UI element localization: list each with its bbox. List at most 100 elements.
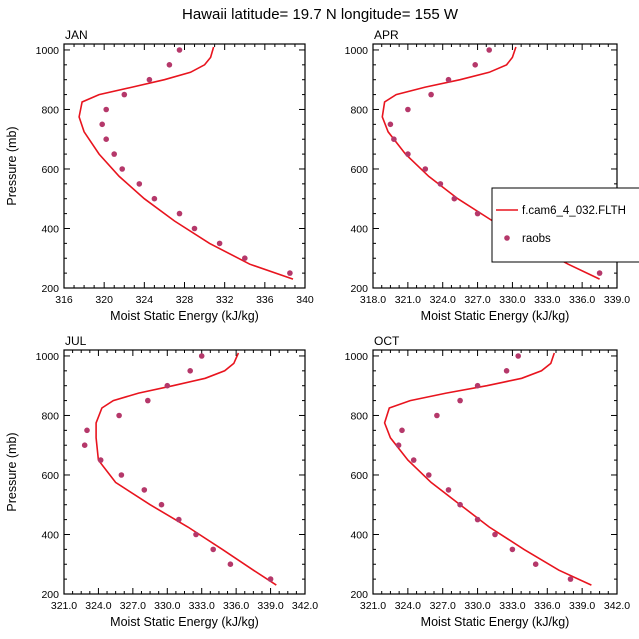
- raobs-point: [509, 546, 516, 553]
- panel-title: JUL: [65, 334, 87, 348]
- x-tick-label: 316: [55, 294, 73, 306]
- x-tick-label: 340: [296, 294, 314, 306]
- x-tick-label: 324.0: [85, 600, 111, 612]
- raobs-point: [532, 561, 539, 567]
- panels: JAN 316 320 324 328 332 336 340 200 400 600 800 1000…: [5, 28, 630, 629]
- raobs-point: [399, 427, 405, 434]
- raobs-point: [81, 442, 88, 449]
- y-tick-label: 600: [41, 164, 59, 176]
- y-axis-label: Pressure (mb): [5, 432, 19, 511]
- panel-title: APR: [374, 28, 399, 42]
- panel-jan: JAN 316 320 324 328 332 336 340 200 400 600 800 1000…: [5, 28, 314, 323]
- panel-jul: JUL 321.0 324.0 327.0 330.0 333.0 336.0 339.0 34…: [5, 334, 318, 629]
- model-profile-line: [95, 352, 277, 586]
- raobs-point: [515, 353, 521, 359]
- legend-marker-swatch: [504, 235, 510, 241]
- y-tick-label: 200: [41, 283, 59, 295]
- x-tick-label: 336: [256, 294, 274, 306]
- x-tick-label: 324: [136, 294, 154, 306]
- panel-title: OCT: [374, 334, 400, 348]
- legend-box: [491, 187, 639, 263]
- y-tick-label: 1000: [345, 351, 369, 363]
- raobs-point: [103, 136, 109, 142]
- raobs-point: [187, 368, 193, 374]
- x-tick-label: 328: [176, 294, 194, 306]
- x-tick-label: 324.0: [430, 294, 456, 306]
- panel-title: JAN: [65, 28, 88, 42]
- raobs-point: [596, 270, 603, 276]
- x-tick-label: 333.0: [534, 294, 560, 306]
- x-tick-label: 327.0: [464, 294, 490, 306]
- y-axis-label: Pressure (mb): [5, 126, 19, 205]
- raobs-point: [405, 106, 411, 113]
- x-axis-label: Moist Static Energy (kJ/kg): [110, 309, 259, 323]
- y-tick-label: 200: [350, 589, 368, 601]
- legend-label-model: f.cam6_4_032.FLTH: [522, 205, 626, 217]
- raobs-point: [445, 76, 452, 83]
- raobs-point: [141, 487, 148, 493]
- raobs-point: [445, 487, 452, 493]
- y-tick-label: 800: [41, 104, 59, 116]
- raobs-point: [486, 47, 493, 53]
- x-tick-label: 339.0: [257, 600, 283, 612]
- raobs-point: [492, 531, 498, 538]
- x-tick-label: 336.0: [223, 600, 249, 612]
- raobs-point: [193, 531, 199, 538]
- panel-oct: OCT 321.0 324.0 327.0 330.0 333.0 336.0 339.0 34…: [345, 334, 631, 629]
- y-tick-label: 800: [350, 410, 368, 422]
- x-tick-label: 336.0: [534, 600, 560, 612]
- raobs-point: [457, 501, 463, 508]
- raobs-point: [145, 397, 151, 404]
- y-tick-label: 600: [350, 164, 368, 176]
- y-tick-label: 400: [350, 223, 368, 235]
- raobs-point: [210, 546, 216, 553]
- raobs-point: [227, 561, 234, 567]
- model-profile-line: [78, 46, 294, 280]
- y-tick-label: 400: [350, 529, 368, 541]
- x-tick-label: 330.0: [154, 600, 180, 612]
- raobs-point: [158, 501, 165, 508]
- figure-title: Hawaii latitude= 19.7 N longitude= 155 W: [182, 6, 459, 23]
- raobs-point: [119, 166, 125, 172]
- raobs-point: [216, 240, 223, 247]
- y-tick-label: 1000: [36, 351, 60, 363]
- raobs-point: [164, 382, 171, 389]
- x-tick-label: 339.0: [604, 294, 630, 306]
- raobs-point: [176, 47, 183, 53]
- x-tick-label: 332: [216, 294, 234, 306]
- x-tick-label: 333.0: [189, 600, 215, 612]
- raobs-point: [410, 457, 417, 463]
- x-tick-label: 321.0: [51, 600, 77, 612]
- x-axis-label: Moist Static Energy (kJ/kg): [421, 309, 570, 323]
- x-tick-label: 324.0: [395, 600, 421, 612]
- raobs-point: [97, 457, 104, 463]
- raobs-point: [503, 368, 510, 374]
- raobs-point: [99, 121, 105, 128]
- x-tick-label: 321.0: [360, 600, 386, 612]
- raobs-point: [451, 195, 458, 202]
- y-tick-label: 800: [41, 410, 59, 422]
- raobs-point: [267, 576, 274, 582]
- raobs-point: [457, 397, 463, 404]
- raobs-point: [118, 472, 125, 478]
- plot-frame: [372, 349, 618, 595]
- x-tick-label: 342.0: [292, 600, 318, 612]
- raobs-point: [103, 106, 109, 113]
- plot-area: [81, 352, 277, 586]
- raobs-point: [121, 91, 128, 98]
- raobs-point: [395, 442, 402, 449]
- raobs-point: [242, 255, 248, 261]
- raobs-point: [111, 151, 117, 157]
- x-tick-label: 321.0: [395, 294, 421, 306]
- x-tick-label: 320: [95, 294, 113, 306]
- raobs-point: [474, 382, 481, 389]
- raobs-point: [437, 181, 444, 187]
- y-tick-label: 600: [41, 470, 59, 482]
- raobs-point: [434, 412, 440, 419]
- raobs-point: [146, 76, 153, 83]
- raobs-point: [151, 195, 158, 202]
- x-tick-label: 330.0: [499, 294, 525, 306]
- x-tick-label: 330.0: [464, 600, 490, 612]
- y-tick-label: 400: [41, 529, 59, 541]
